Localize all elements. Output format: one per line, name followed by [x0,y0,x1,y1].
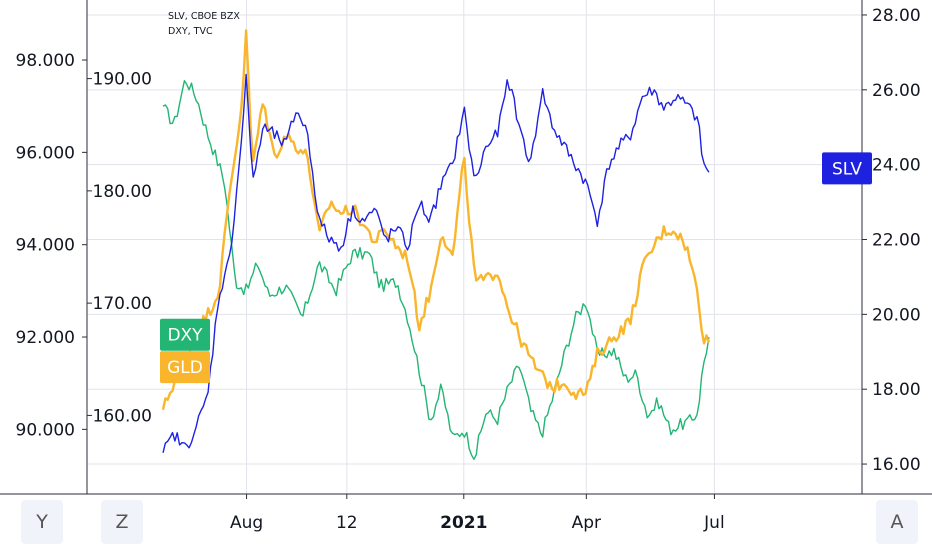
gld-axis-tick-label: 180.00 [93,182,152,202]
toggle-y-button[interactable]: Y [21,500,63,544]
slv-axis-tick-label: 20.00 [872,305,921,325]
toggle-z-button[interactable]: Z [101,500,143,544]
dxy-axis-tick-label: 98.000 [16,51,75,71]
gld-axis-tick-label: 160.00 [93,406,152,426]
last-value-label-dxy: DXY [160,318,210,351]
dxy-axis-tick-label: 92.000 [16,328,75,348]
x-axis-label: Apr [572,513,601,533]
slv-axis-tick-label: 26.00 [872,81,921,101]
series-line-dxy [162,80,710,460]
slv-axis-tick-label: 22.00 [872,231,921,251]
slv-axis-tick-label: 24.00 [872,156,921,176]
dxy-axis-tick-label: 96.000 [16,143,75,163]
dxy-axis-tick-label: 94.000 [16,236,75,256]
last-value-label-slv: SLV [822,152,872,185]
series-line-gld [161,29,711,411]
series-line-slv [162,73,710,453]
legend-line-dxy: DXY, TVC [168,26,213,37]
slv-axis-tick-label: 28.00 [872,6,921,26]
gld-axis-tick-label: 170.00 [93,294,152,314]
x-axis-label: 12 [336,513,358,533]
dxy-axis-tick-label: 90.000 [16,420,75,440]
slv-axis-tick-label: 18.00 [872,380,921,400]
slv-axis-tick-label: 16.00 [872,455,921,475]
svg-text:DXY: DXY [167,326,203,346]
svg-text:GLD: GLD [167,358,203,378]
x-axis-label: 2021 [440,513,487,533]
legend-line-slv: SLV, CBOE BZX [168,11,240,22]
x-axis-label: Jul [703,513,725,533]
gld-axis-tick-label: 190.00 [93,70,152,90]
toggle-a-button[interactable]: A [876,500,918,544]
svg-text:SLV: SLV [832,159,862,179]
x-axis-label: Aug [230,513,263,533]
last-value-label-gld: GLD [160,351,210,384]
